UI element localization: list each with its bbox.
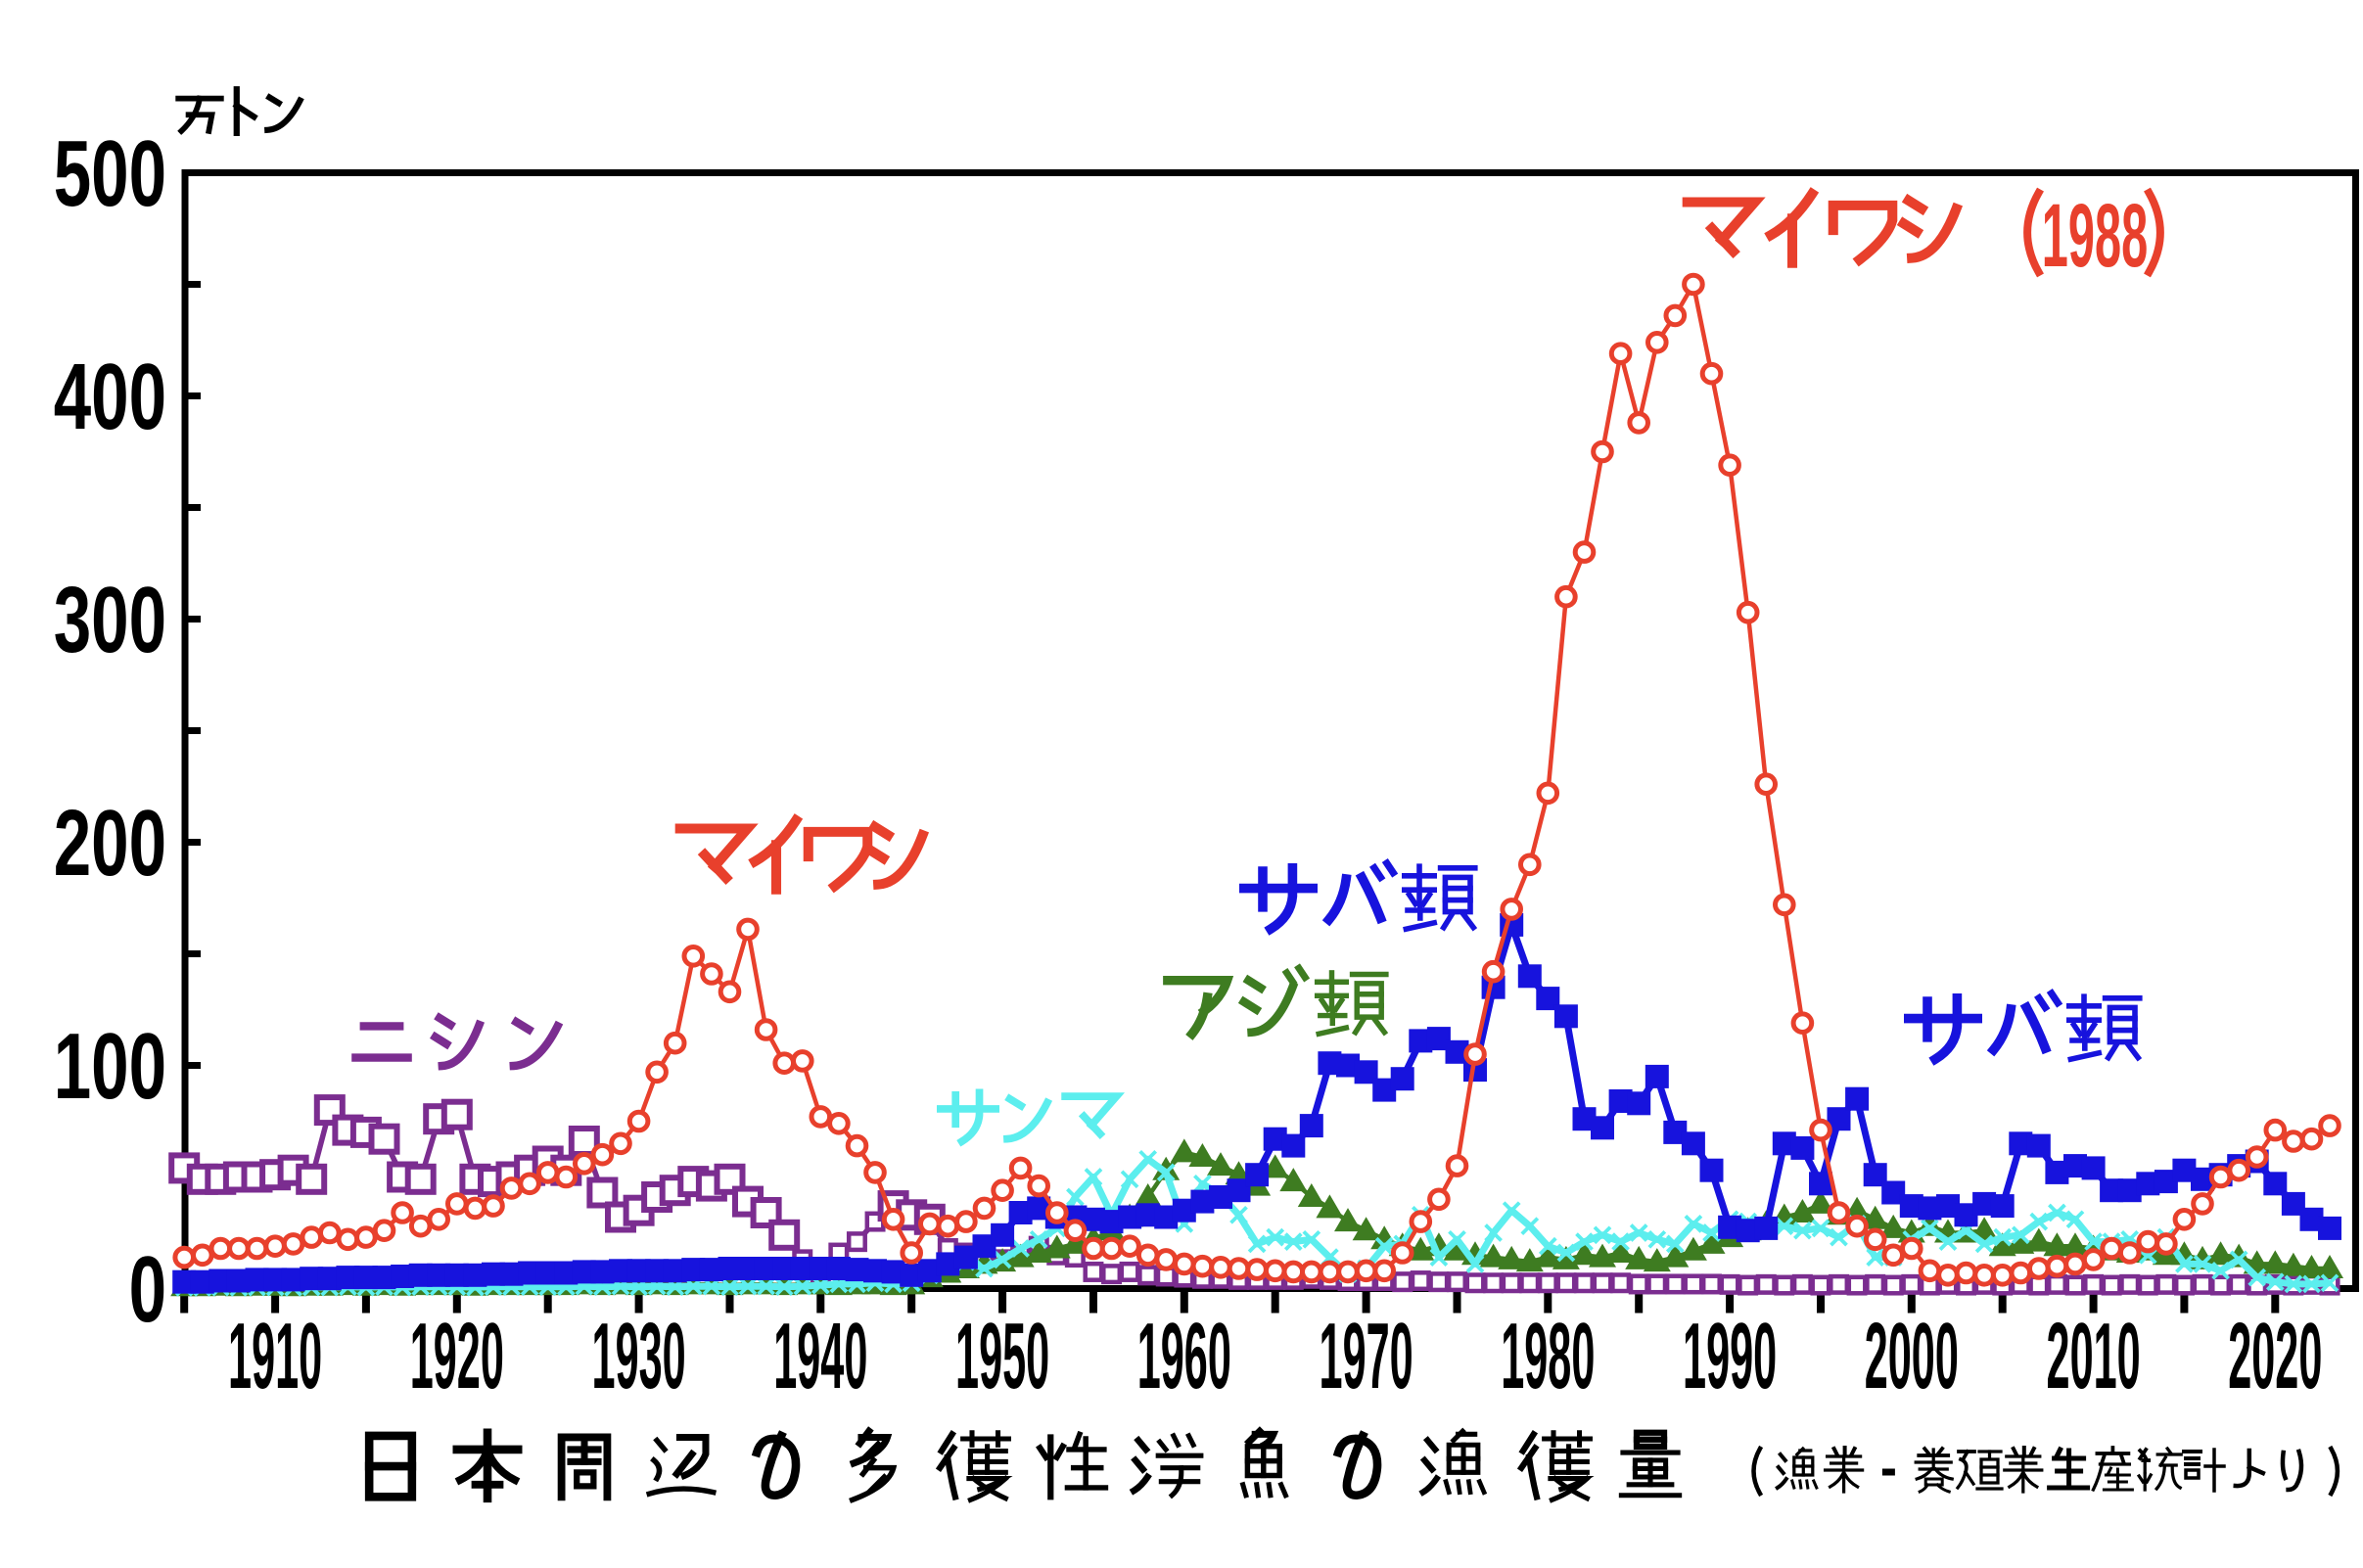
svg-text:200: 200	[54, 790, 166, 896]
svg-text:100: 100	[54, 1013, 166, 1119]
svg-text:1988: 1988	[2042, 184, 2148, 286]
svg-text:1950: 1950	[955, 1304, 1049, 1408]
svg-text:1910: 1910	[228, 1304, 322, 1408]
svg-text:2010: 2010	[2047, 1304, 2141, 1408]
svg-text:1940: 1940	[773, 1304, 867, 1408]
svg-text:1920: 1920	[410, 1304, 504, 1408]
svg-text:400: 400	[54, 344, 166, 449]
svg-text:0: 0	[129, 1236, 166, 1342]
svg-text:1980: 1980	[1501, 1304, 1595, 1408]
svg-text:2000: 2000	[1865, 1304, 1959, 1408]
svg-text:300: 300	[54, 567, 166, 672]
svg-text:2020: 2020	[2228, 1304, 2322, 1408]
svg-text:1930: 1930	[592, 1304, 686, 1408]
svg-text:1990: 1990	[1683, 1304, 1777, 1408]
svg-text:1960: 1960	[1137, 1304, 1231, 1408]
svg-text:1970: 1970	[1320, 1304, 1413, 1408]
svg-text:500: 500	[54, 120, 166, 226]
